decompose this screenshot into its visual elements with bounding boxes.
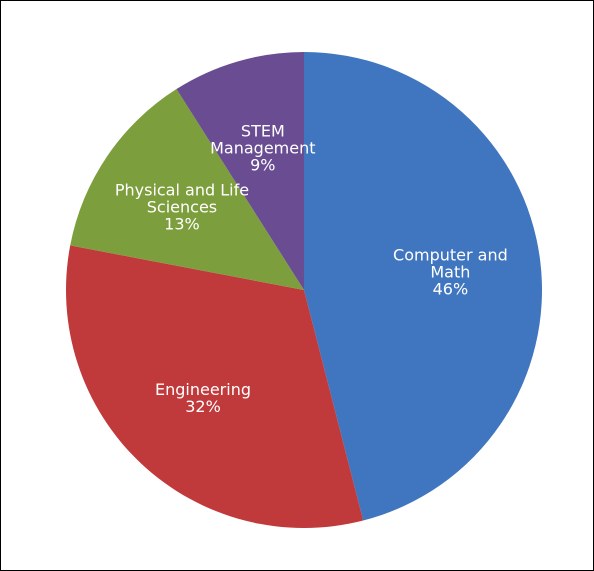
pie-slice xyxy=(66,245,364,528)
slice-label: Engineering 32% xyxy=(133,381,273,415)
slice-label: Computer and Math 46% xyxy=(380,246,520,297)
pie-slice xyxy=(304,52,543,521)
category-label: Computer and Math xyxy=(393,245,508,281)
pie-slice xyxy=(176,52,304,290)
category-label: Physical and Life Sciences xyxy=(114,180,250,217)
slice-label: Physical and Life Sciences 13% xyxy=(112,182,252,233)
category-label: STEM Management xyxy=(210,121,316,158)
value-label: 13% xyxy=(164,214,200,234)
pie-slice xyxy=(70,89,304,290)
slice-label: STEM Management 9% xyxy=(193,123,333,174)
value-label: 32% xyxy=(185,396,221,416)
value-label: 9% xyxy=(250,155,276,175)
value-label: 46% xyxy=(432,279,469,298)
category-label: Engineering xyxy=(154,379,251,399)
